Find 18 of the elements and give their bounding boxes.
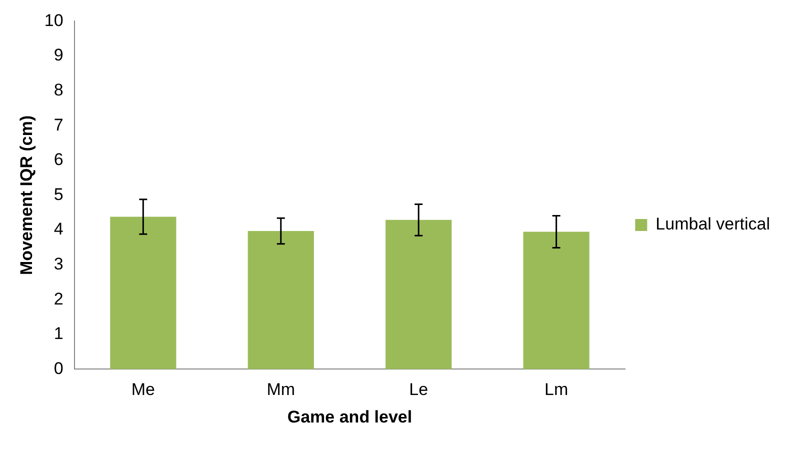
x-tick-label: Le: [409, 380, 428, 400]
x-tick-label: Mm: [266, 380, 296, 400]
legend-label: Lumbal vertical: [656, 214, 770, 234]
y-tick-label: 6: [54, 150, 64, 170]
y-tick-label: 9: [54, 46, 64, 65]
y-tick-label: 7: [54, 115, 64, 134]
y-tick-label: 10: [44, 10, 64, 30]
x-axis-title: Game and level: [287, 407, 412, 426]
y-tick-label: 2: [54, 289, 64, 308]
y-tick-label: 8: [54, 80, 64, 100]
x-tick-label: Lm: [544, 380, 568, 400]
y-tick-label: 5: [54, 184, 64, 204]
y-axis-title: Movement IQR (cm): [16, 115, 36, 276]
x-tick-label: Me: [131, 380, 155, 400]
y-tick-label: 4: [54, 220, 64, 239]
y-tick-label: 0: [54, 358, 64, 378]
y-tick-label: 1: [54, 324, 64, 344]
y-tick-label: 3: [54, 254, 64, 274]
